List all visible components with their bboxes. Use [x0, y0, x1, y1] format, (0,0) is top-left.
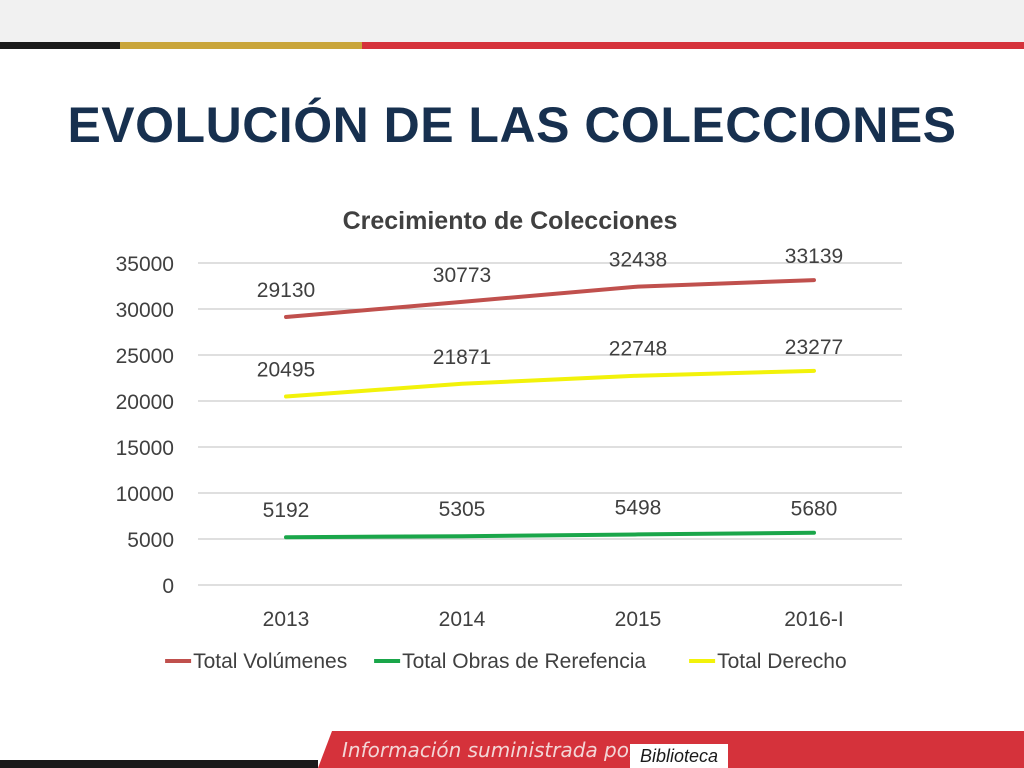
data-label: 5498	[615, 496, 662, 519]
legend-label: Total Obras de Rerefencia	[402, 650, 646, 673]
series-line	[284, 278, 816, 320]
legend-label: Total Volúmenes	[193, 650, 347, 673]
data-label: 30773	[433, 264, 491, 287]
y-tick-label: 25000	[116, 345, 174, 368]
y-tick-label: 10000	[116, 483, 174, 506]
top-band	[0, 0, 1024, 42]
footer-caption: Información suministrada por:	[342, 738, 644, 762]
stripe-red	[362, 42, 1024, 49]
data-label: 32438	[609, 249, 667, 272]
data-label: 5680	[791, 498, 838, 521]
y-tick-label: 20000	[116, 391, 174, 414]
stripe-black	[0, 42, 120, 49]
y-axis: 0 5000 10000 15000 20000 25000 30000 35000	[116, 253, 174, 598]
y-tick-label: 30000	[116, 299, 174, 322]
data-label: 20495	[257, 358, 315, 381]
footer-source: Biblioteca	[630, 744, 728, 768]
legend: Total Volúmenes Total Obras de Rerefencia…	[165, 650, 847, 673]
data-label: 23277	[785, 336, 843, 359]
series-line	[284, 530, 816, 540]
x-tick-label: 2014	[439, 608, 486, 631]
legend-label: Total Derecho	[717, 650, 847, 673]
x-axis: 2013 2014 2015 2016-I	[263, 608, 844, 631]
x-tick-label: 2015	[615, 608, 662, 631]
data-label: 33139	[785, 245, 843, 268]
y-tick-label: 35000	[116, 253, 174, 276]
footer-black-strip	[0, 760, 318, 768]
y-tick-label: 5000	[127, 529, 174, 552]
data-labels: 29130 30773 32438 33139 5192 5305 5498 5680 2049…	[257, 245, 843, 522]
series-line	[284, 368, 816, 399]
stripe-gold	[120, 42, 362, 49]
line-chart: Crecimiento de Colecciones 0 5000 10000 150…	[116, 207, 902, 673]
series-lines	[284, 278, 816, 540]
slide-title: EVOLUCIÓN DE LAS COLECCIONES	[67, 97, 957, 153]
x-tick-label: 2016-I	[784, 608, 844, 631]
data-label: 29130	[257, 279, 315, 302]
x-tick-label: 2013	[263, 608, 310, 631]
y-tick-label: 0	[162, 575, 174, 598]
data-label: 22748	[609, 338, 667, 361]
chart-title: Crecimiento de Colecciones	[343, 207, 678, 235]
data-label: 21871	[433, 346, 491, 369]
data-label: 5305	[439, 498, 486, 521]
y-tick-label: 15000	[116, 437, 174, 460]
data-label: 5192	[263, 499, 310, 522]
